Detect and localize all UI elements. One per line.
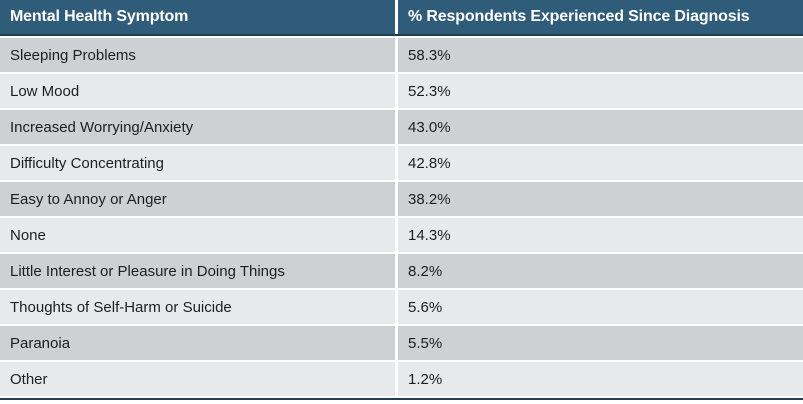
symptom-cell: None <box>0 218 395 252</box>
symptom-cell: Easy to Annoy or Anger <box>0 182 395 216</box>
table-row: Sleeping Problems 58.3% <box>0 38 803 72</box>
symptom-cell: Thoughts of Self-Harm or Suicide <box>0 290 395 324</box>
table-row: Paranoia 5.5% <box>0 326 803 360</box>
table-row: Thoughts of Self-Harm or Suicide 5.6% <box>0 290 803 324</box>
value-cell: 5.5% <box>398 326 803 360</box>
column-header-symptom: Mental Health Symptom <box>0 0 395 34</box>
value-cell: 52.3% <box>398 74 803 108</box>
table-row: Low Mood 52.3% <box>0 74 803 108</box>
value-cell: 1.2% <box>398 362 803 396</box>
symptom-cell: Little Interest or Pleasure in Doing Thi… <box>0 254 395 288</box>
table-bottom-border <box>0 398 803 400</box>
table-row: Easy to Annoy or Anger 38.2% <box>0 182 803 216</box>
table-row: None 14.3% <box>0 218 803 252</box>
value-cell: 8.2% <box>398 254 803 288</box>
table-row: Little Interest or Pleasure in Doing Thi… <box>0 254 803 288</box>
symptom-cell: Difficulty Concentrating <box>0 146 395 180</box>
symptom-cell: Increased Worrying/Anxiety <box>0 110 395 144</box>
table-header-row: Mental Health Symptom % Respondents Expe… <box>0 0 803 36</box>
table-row: Increased Worrying/Anxiety 43.0% <box>0 110 803 144</box>
column-header-percent: % Respondents Experienced Since Diagnosi… <box>398 0 803 34</box>
value-cell: 43.0% <box>398 110 803 144</box>
table-row: Difficulty Concentrating 42.8% <box>0 146 803 180</box>
value-cell: 38.2% <box>398 182 803 216</box>
value-cell: 42.8% <box>398 146 803 180</box>
symptom-cell: Sleeping Problems <box>0 38 395 72</box>
value-cell: 5.6% <box>398 290 803 324</box>
symptom-cell: Low Mood <box>0 74 395 108</box>
value-cell: 14.3% <box>398 218 803 252</box>
symptom-cell: Paranoia <box>0 326 395 360</box>
table-row: Other 1.2% <box>0 362 803 396</box>
symptom-cell: Other <box>0 362 395 396</box>
value-cell: 58.3% <box>398 38 803 72</box>
